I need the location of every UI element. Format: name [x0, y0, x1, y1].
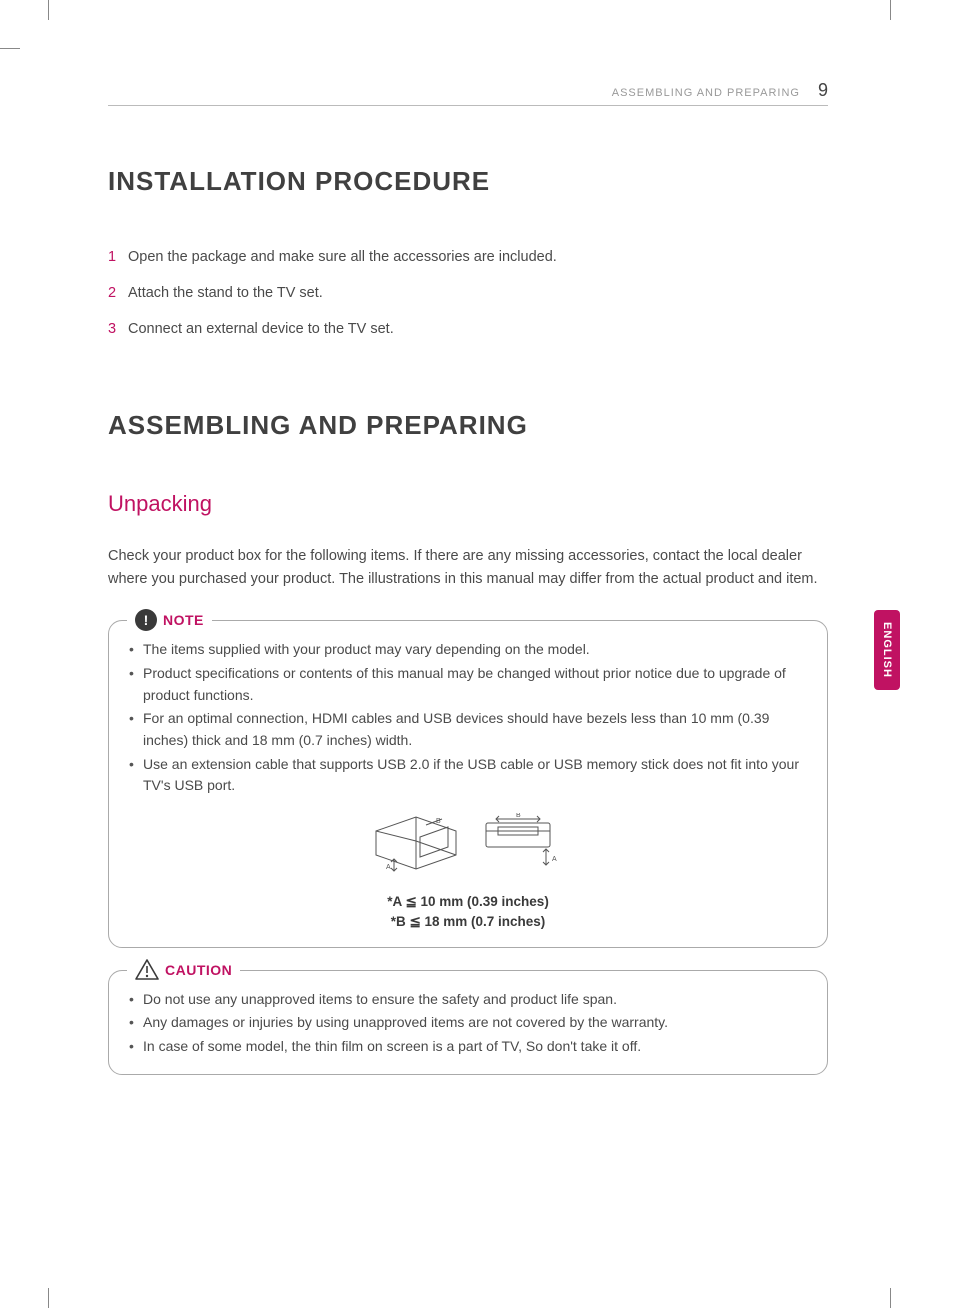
note-item: Product specifications or contents of th… [129, 663, 807, 706]
note-icon: ! [135, 609, 157, 631]
page-number: 9 [818, 80, 828, 101]
step-text: Attach the stand to the TV set. [128, 283, 323, 305]
caution-item: Any damages or injuries by using unappro… [129, 1012, 807, 1034]
step-item: 2 Attach the stand to the TV set. [108, 283, 828, 305]
crop-mark [48, 0, 49, 20]
crop-mark [48, 1288, 49, 1308]
running-title: ASSEMBLING AND PREPARING [612, 87, 800, 99]
step-item: 1 Open the package and make sure all the… [108, 247, 828, 269]
heading-installation: INSTALLATION PROCEDURE [108, 166, 828, 197]
step-number: 3 [108, 319, 120, 341]
note-header: ! NOTE [127, 609, 212, 631]
connector-diagram: A B A B *A ≦ 10 mm (0.39 inches) *B ≦ 18… [129, 813, 807, 933]
crop-mark [890, 0, 891, 20]
dim-b: *B ≦ 18 mm (0.7 inches) [129, 912, 807, 932]
page-header: ASSEMBLING AND PREPARING 9 [108, 80, 828, 106]
note-item: Use an extension cable that supports USB… [129, 754, 807, 797]
page-content: ASSEMBLING AND PREPARING 9 INSTALLATION … [108, 80, 828, 1097]
intro-paragraph: Check your product box for the following… [108, 545, 828, 590]
heading-assembling: ASSEMBLING AND PREPARING [108, 410, 828, 441]
caution-callout: CAUTION Do not use any unapproved items … [108, 970, 828, 1075]
diagram-svg: A B A B [368, 813, 568, 881]
dim-a: *A ≦ 10 mm (0.39 inches) [129, 892, 807, 912]
installation-steps: 1 Open the package and make sure all the… [108, 247, 828, 340]
language-tab: ENGLISH [874, 610, 900, 690]
note-item: For an optimal connection, HDMI cables a… [129, 708, 807, 751]
caution-label: CAUTION [165, 962, 232, 978]
diagram-label-b: B [516, 813, 521, 819]
step-number: 1 [108, 247, 120, 269]
caution-item: Do not use any unapproved items to ensur… [129, 989, 807, 1011]
diagram-label-b: B [436, 818, 441, 825]
step-text: Open the package and make sure all the a… [128, 247, 557, 269]
caution-header: CAUTION [127, 959, 240, 981]
caution-icon [135, 959, 159, 981]
step-item: 3 Connect an external device to the TV s… [108, 319, 828, 341]
diagram-label-a: A [386, 864, 391, 871]
diagram-label-a: A [552, 856, 557, 863]
caution-list: Do not use any unapproved items to ensur… [129, 989, 807, 1058]
crop-mark [0, 48, 20, 49]
subheading-unpacking: Unpacking [108, 491, 828, 517]
step-text: Connect an external device to the TV set… [128, 319, 394, 341]
caution-item: In case of some model, the thin film on … [129, 1036, 807, 1058]
note-list: The items supplied with your product may… [129, 639, 807, 797]
note-label: NOTE [163, 612, 204, 628]
crop-mark [890, 1288, 891, 1308]
step-number: 2 [108, 283, 120, 305]
note-callout: ! NOTE The items supplied with your prod… [108, 620, 828, 947]
dimension-text: *A ≦ 10 mm (0.39 inches) *B ≦ 18 mm (0.7… [129, 892, 807, 933]
note-item: The items supplied with your product may… [129, 639, 807, 661]
language-label: ENGLISH [881, 622, 893, 678]
